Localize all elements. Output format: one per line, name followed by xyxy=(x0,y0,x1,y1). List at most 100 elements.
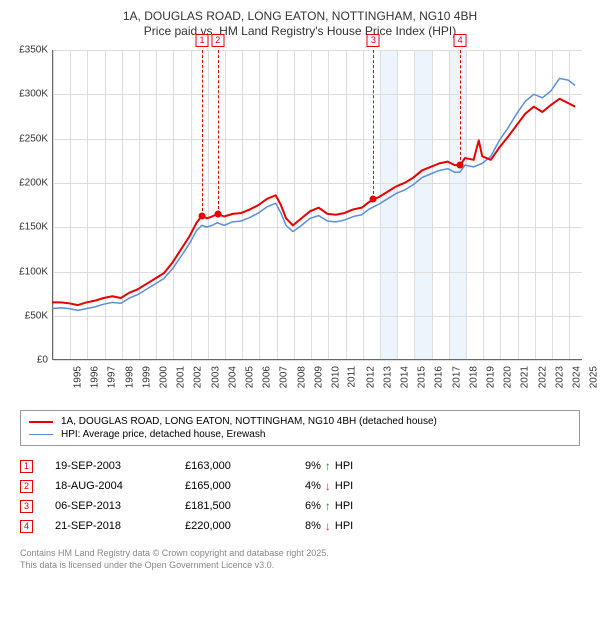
x-tick-label: 2025 xyxy=(588,366,599,388)
x-tick-label: 2002 xyxy=(193,366,204,388)
marker-box: 4 xyxy=(454,34,467,47)
arrow-down-icon: ↓ xyxy=(325,479,331,493)
x-tick-label: 2000 xyxy=(158,366,169,388)
sales-marker: 2 xyxy=(20,480,33,493)
sales-change-suffix: HPI xyxy=(335,500,353,512)
x-tick-label: 2017 xyxy=(451,366,462,388)
sales-change-pct: 6% xyxy=(305,500,321,512)
marker-dot xyxy=(199,212,206,219)
x-tick-label: 2005 xyxy=(244,366,255,388)
sales-change-pct: 9% xyxy=(305,460,321,472)
legend-label: 1A, DOUGLAS ROAD, LONG EATON, NOTTINGHAM… xyxy=(61,416,437,427)
x-tick-label: 2022 xyxy=(537,366,548,388)
x-tick-label: 2021 xyxy=(520,366,531,388)
sales-change: 8% ↓ HPI xyxy=(305,519,405,533)
legend-item: 1A, DOUGLAS ROAD, LONG EATON, NOTTINGHAM… xyxy=(29,415,571,428)
x-tick-label: 2007 xyxy=(279,366,290,388)
sales-date: 06-SEP-2013 xyxy=(55,500,185,512)
sales-date: 21-SEP-2018 xyxy=(55,520,185,532)
marker-line xyxy=(373,50,374,199)
legend-label: HPI: Average price, detached house, Erew… xyxy=(61,429,265,440)
legend-swatch xyxy=(29,421,53,423)
chart-area: £0£50K£100K£150K£200K£250K£300K£350K1995… xyxy=(10,42,590,402)
y-tick-label: £150K xyxy=(10,222,48,233)
marker-dot xyxy=(370,196,377,203)
x-tick-label: 2004 xyxy=(227,366,238,388)
x-tick-label: 2006 xyxy=(262,366,273,388)
sales-marker: 1 xyxy=(20,460,33,473)
x-tick-label: 2014 xyxy=(399,366,410,388)
sales-price: £163,000 xyxy=(185,460,305,472)
sales-table: 1 19-SEP-2003£163,0009% ↑ HPI 2 18-AUG-2004£1… xyxy=(20,456,580,536)
sales-date: 18-AUG-2004 xyxy=(55,480,185,492)
y-tick-label: £100K xyxy=(10,266,48,277)
marker-dot xyxy=(457,162,464,169)
x-tick-label: 2018 xyxy=(468,366,479,388)
legend-swatch xyxy=(29,434,53,435)
arrow-down-icon: ↓ xyxy=(325,519,331,533)
sales-date: 19-SEP-2003 xyxy=(55,460,185,472)
x-tick-label: 2023 xyxy=(554,366,565,388)
sales-row: 2 18-AUG-2004£165,0004% ↓ HPI xyxy=(20,476,580,496)
gridline-h xyxy=(53,360,582,361)
sales-row: 1 19-SEP-2003£163,0009% ↑ HPI xyxy=(20,456,580,476)
marker-box: 3 xyxy=(367,34,380,47)
sales-change: 6% ↑ HPI xyxy=(305,499,405,513)
series-line xyxy=(52,99,575,305)
x-tick-label: 2013 xyxy=(382,366,393,388)
arrow-up-icon: ↑ xyxy=(325,459,331,473)
x-tick-label: 2016 xyxy=(434,366,445,388)
chart-title-line2: Price paid vs. HM Land Registry's House … xyxy=(10,24,590,38)
x-tick-label: 1998 xyxy=(124,366,135,388)
x-tick-label: 1999 xyxy=(141,366,152,388)
legend-item: HPI: Average price, detached house, Erew… xyxy=(29,428,571,441)
x-tick-label: 1996 xyxy=(89,366,100,388)
x-tick-label: 2011 xyxy=(347,366,358,388)
sales-change-suffix: HPI xyxy=(335,480,353,492)
x-tick-label: 1997 xyxy=(107,366,118,388)
sales-price: £220,000 xyxy=(185,520,305,532)
sales-marker: 3 xyxy=(20,500,33,513)
sales-row: 4 21-SEP-2018£220,0008% ↓ HPI xyxy=(20,516,580,536)
series-line xyxy=(52,79,575,311)
arrow-up-icon: ↑ xyxy=(325,499,331,513)
sales-marker: 4 xyxy=(20,520,33,533)
sales-change-pct: 8% xyxy=(305,520,321,532)
sales-price: £181,500 xyxy=(185,500,305,512)
sales-change-pct: 4% xyxy=(305,480,321,492)
x-tick-label: 2012 xyxy=(365,366,376,388)
sales-change: 9% ↑ HPI xyxy=(305,459,405,473)
marker-dot xyxy=(214,211,221,218)
sales-row: 3 06-SEP-2013£181,5006% ↑ HPI xyxy=(20,496,580,516)
chart-title-line1: 1A, DOUGLAS ROAD, LONG EATON, NOTTINGHAM… xyxy=(10,8,590,24)
license-line2: This data is licensed under the Open Gov… xyxy=(20,560,580,572)
y-tick-label: £250K xyxy=(10,133,48,144)
x-tick-label: 2010 xyxy=(330,366,341,388)
series-svg xyxy=(52,50,582,360)
marker-box: 1 xyxy=(196,34,209,47)
x-tick-label: 2020 xyxy=(502,366,513,388)
x-tick-label: 1995 xyxy=(72,366,83,388)
x-tick-label: 2003 xyxy=(210,366,221,388)
marker-line xyxy=(202,50,203,216)
sales-change-suffix: HPI xyxy=(335,520,353,532)
chart-container: 1A, DOUGLAS ROAD, LONG EATON, NOTTINGHAM… xyxy=(0,0,600,582)
marker-line xyxy=(218,50,219,214)
y-tick-label: £300K xyxy=(10,89,48,100)
marker-box: 2 xyxy=(211,34,224,47)
license-text: Contains HM Land Registry data © Crown c… xyxy=(20,548,580,571)
x-tick-label: 2008 xyxy=(296,366,307,388)
x-tick-label: 2009 xyxy=(313,366,324,388)
sales-price: £165,000 xyxy=(185,480,305,492)
legend: 1A, DOUGLAS ROAD, LONG EATON, NOTTINGHAM… xyxy=(20,410,580,446)
y-tick-label: £0 xyxy=(10,355,48,366)
license-line1: Contains HM Land Registry data © Crown c… xyxy=(20,548,580,560)
sales-change: 4% ↓ HPI xyxy=(305,479,405,493)
y-tick-label: £200K xyxy=(10,178,48,189)
marker-line xyxy=(460,50,461,165)
x-tick-label: 2019 xyxy=(485,366,496,388)
x-tick-label: 2001 xyxy=(175,366,186,388)
y-tick-label: £50K xyxy=(10,310,48,321)
x-tick-label: 2024 xyxy=(571,366,582,388)
sales-change-suffix: HPI xyxy=(335,460,353,472)
